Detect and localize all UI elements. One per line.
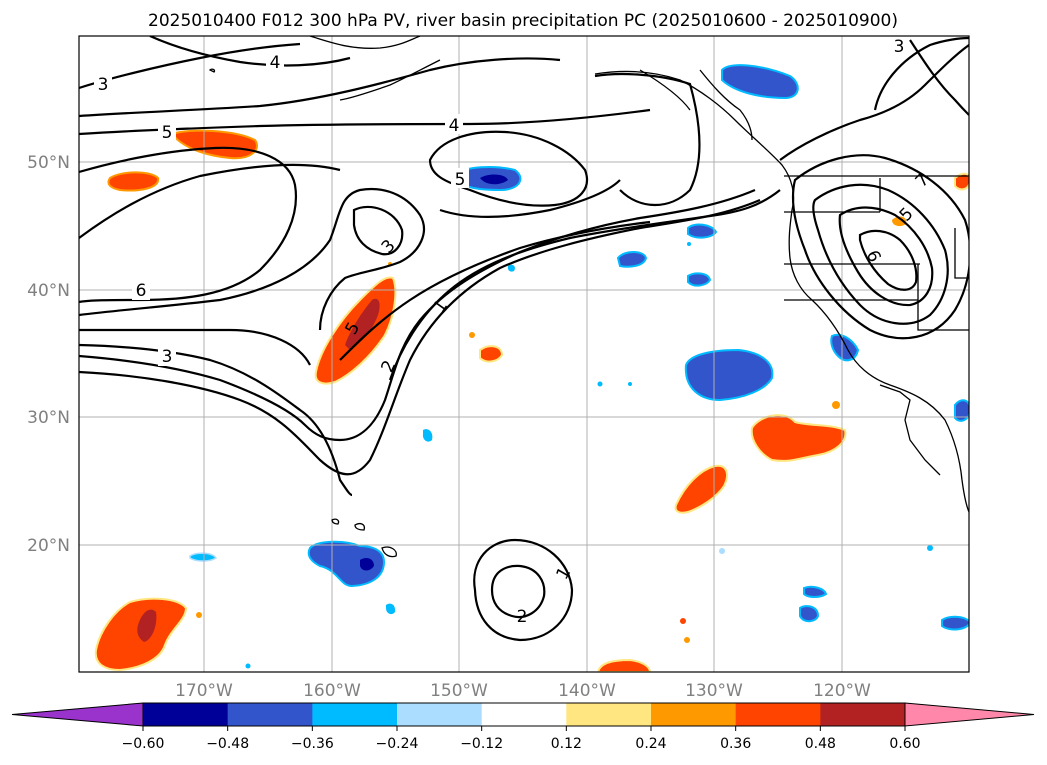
- contour-label: 5: [455, 170, 466, 190]
- lat-label: 50°N: [27, 153, 70, 173]
- pv-contours: [79, 36, 969, 642]
- contour-label: 3: [98, 75, 109, 95]
- lon-label: 130°W: [685, 681, 743, 701]
- precip-positive-dot: [684, 637, 690, 643]
- colorbar-segment: [651, 703, 737, 726]
- colorbar-tick-label: 0.24: [635, 736, 666, 752]
- precip-negative-patch: [422, 429, 433, 442]
- precip-negative-patch: [386, 603, 396, 615]
- precip-negative-patch: [941, 615, 969, 631]
- colorbar-tick-label: −0.12: [460, 736, 503, 752]
- precip-positive-patch: [750, 414, 847, 462]
- precip-negative-dot: [719, 548, 725, 554]
- precip-positive-patch: [596, 658, 652, 672]
- contour-label: 4: [449, 116, 460, 136]
- precip-negative-patch: [721, 64, 799, 100]
- precip-positive-patch: [954, 172, 969, 191]
- precip-negative-patch: [507, 264, 515, 272]
- lon-label: 160°W: [303, 681, 361, 701]
- precip-negative-patch: [954, 399, 969, 422]
- precip-dark-patch: [137, 609, 157, 642]
- lat-label: 20°N: [27, 536, 70, 556]
- lon-label: 150°W: [430, 681, 488, 701]
- colorbar-tick-label: 0.48: [805, 736, 836, 752]
- lat-label: 30°N: [27, 408, 70, 428]
- longitude-labels: 170°W 160°W 150°W 140°W 130°W 120°W: [175, 681, 871, 701]
- colorbar-tick-label: 0.12: [551, 736, 582, 752]
- precip-dark-negative: [480, 174, 508, 185]
- colorbar-outline: [142, 702, 906, 727]
- contour-label: 5: [162, 123, 173, 143]
- colorbar-extend-low: [11, 702, 144, 727]
- colorbar-segments: [11, 702, 1035, 727]
- precip-dark-negative: [360, 558, 374, 571]
- colorbar-tick-label: 0.36: [720, 736, 751, 752]
- precip-negative-dot: [597, 381, 603, 387]
- precip-negative-patch: [799, 605, 820, 623]
- precip-negative-patch: [803, 585, 828, 598]
- colorbar-tick-label: −0.48: [206, 736, 249, 752]
- colorbar-segment: [566, 703, 652, 726]
- precip-positive-patch: [107, 171, 160, 192]
- colorbar: −0.60 −0.48 −0.36 −0.24 −0.12 0.12 0.24 0.36 0.4…: [11, 702, 1035, 752]
- colorbar-tick-label: −0.24: [376, 736, 419, 752]
- colorbar-segment: [143, 703, 229, 726]
- precip-positive-dot: [469, 332, 475, 338]
- precip-negative-dot: [687, 242, 691, 246]
- precip-positive-patch: [479, 345, 504, 363]
- colorbar-tick-label: −0.36: [291, 736, 334, 752]
- precip-dark-patch: [345, 298, 380, 350]
- precip-positive-dot: [680, 618, 686, 624]
- colorbar-segment: [227, 703, 313, 726]
- latitude-labels: 50°N 40°N 30°N 20°N: [27, 153, 70, 556]
- precip-shading: [94, 64, 969, 672]
- colorbar-tick-label: 0.60: [889, 736, 920, 752]
- precip-negative-patch: [830, 333, 860, 362]
- precip-negative-patch: [616, 251, 648, 268]
- precip-negative-patch: [684, 348, 774, 402]
- contour-label: 3: [894, 37, 905, 57]
- precip-positive-patch: [892, 216, 907, 227]
- precip-negative-dot: [245, 663, 251, 669]
- colorbar-segment: [397, 703, 483, 726]
- colorbar-segment: [481, 703, 567, 726]
- colorbar-segment: [735, 703, 821, 726]
- colorbar-ticks: −0.60 −0.48 −0.36 −0.24 −0.12 0.12 0.24 0.36 0.4…: [122, 726, 921, 752]
- lon-label: 120°W: [813, 681, 871, 701]
- precip-positive-dot: [832, 401, 840, 409]
- precip-negative-dot: [628, 382, 632, 386]
- precip-negative-dot: [927, 545, 933, 551]
- contour-label: 6: [136, 281, 147, 301]
- map-title: 2025010400 F012 300 hPa PV, river basin …: [148, 11, 898, 31]
- lon-label: 140°W: [558, 681, 616, 701]
- contour-label: 4: [270, 53, 281, 73]
- colorbar-tick-label: −0.60: [122, 736, 165, 752]
- colorbar-segment: [312, 703, 398, 726]
- contour-label: 3: [162, 347, 173, 367]
- precip-negative-patch: [189, 552, 218, 562]
- contour-label: 2: [517, 607, 528, 627]
- precip-negative-patch: [687, 223, 718, 239]
- lat-label: 40°N: [27, 281, 70, 301]
- graticule: [79, 36, 969, 672]
- colorbar-extend-high: [904, 702, 1035, 727]
- contour-labels: 3 4 5 4 3 5 6 3 3 5 1 2 1 2 5 6 7: [94, 36, 934, 627]
- map-frame: [78, 35, 970, 673]
- colorbar-segment: [820, 703, 906, 726]
- coastlines: [208, 36, 969, 558]
- lon-label: 170°W: [175, 681, 233, 701]
- precip-positive-dot: [196, 612, 202, 618]
- precip-negative-patch: [687, 272, 712, 287]
